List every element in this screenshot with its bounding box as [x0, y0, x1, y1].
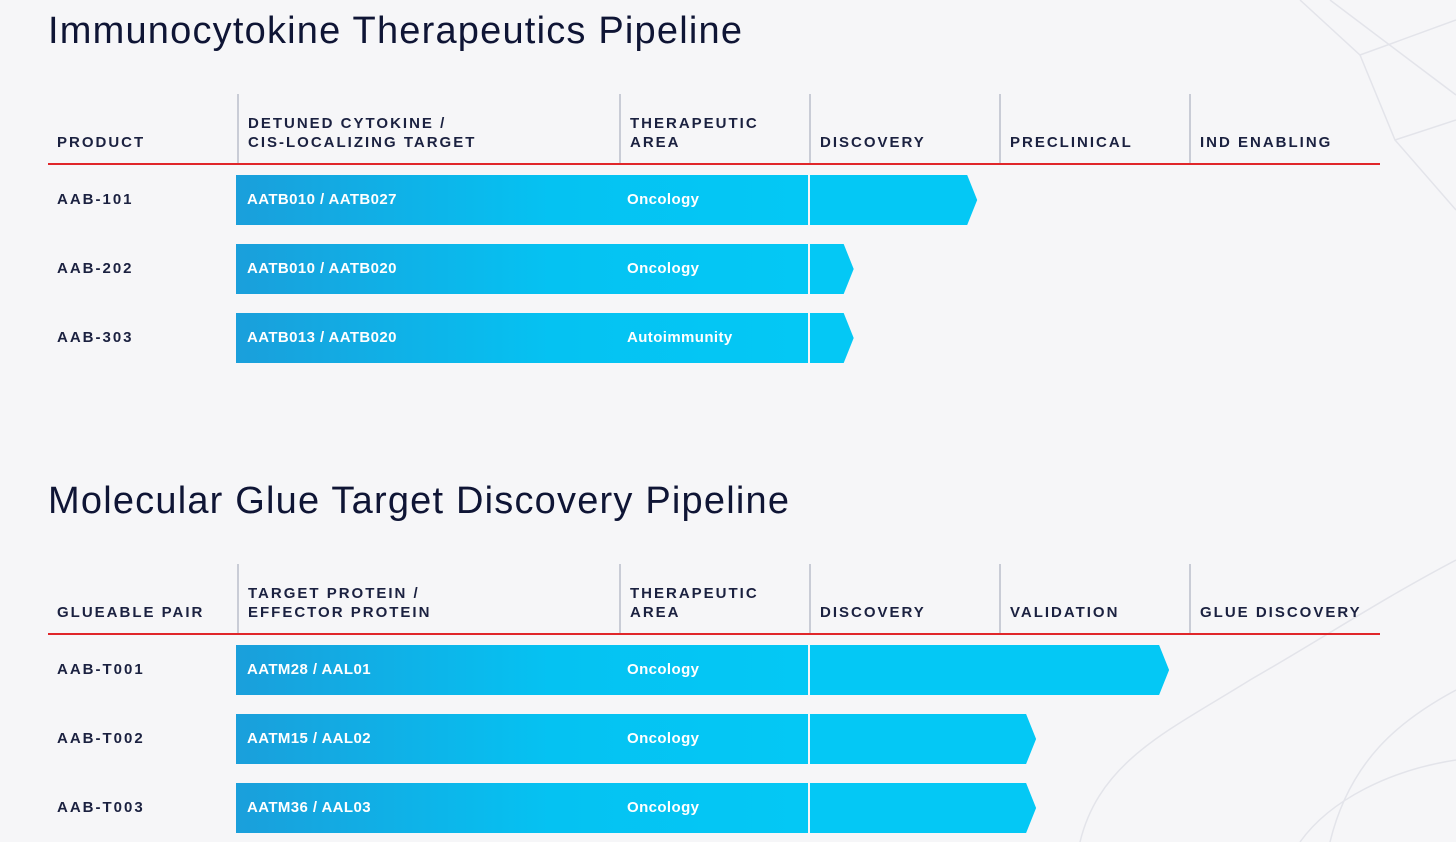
stage-progress-shape — [810, 783, 1037, 833]
column-header-ind-enabling: IND ENABLING — [1189, 94, 1379, 164]
section-title: Molecular Glue Target Discovery Pipeline — [48, 480, 791, 522]
target-label: AATM15 / AAL02 — [247, 730, 371, 747]
stage-progress-shape — [810, 244, 854, 294]
stage-progress-arrow — [810, 175, 978, 225]
product-label: AAB-T003 — [57, 799, 145, 816]
stage-progress-shape — [810, 714, 1037, 764]
therapeutic-area-label: Oncology — [627, 661, 700, 678]
stage-progress-arrow — [810, 244, 854, 294]
pipeline-row: AAB-T001 AATM28 / AAL01 Oncology — [0, 645, 1456, 695]
product-label: AAB-202 — [57, 260, 134, 277]
product-label: AAB-101 — [57, 191, 134, 208]
header-rule — [48, 633, 1380, 635]
column-header-product: PRODUCT — [57, 134, 146, 151]
program-bar: AATB013 / AATB020 Autoimmunity — [236, 313, 808, 363]
header-rule — [48, 163, 1380, 165]
pipeline-row: AAB-T003 AATM36 / AAL03 Oncology — [0, 783, 1456, 833]
program-bar: AATB010 / AATB020 Oncology — [236, 244, 808, 294]
product-label: AAB-T001 — [57, 661, 145, 678]
column-header-row: PRODUCT DETUNED CYTOKINE / CIS-LOCALIZIN… — [48, 94, 1380, 164]
column-header-glueable-pair: GLUEABLE PAIR — [57, 604, 205, 621]
target-label: AATM28 / AAL01 — [247, 661, 371, 678]
stage-progress-arrow — [810, 783, 1037, 833]
target-label: AATB013 / AATB020 — [247, 329, 397, 346]
column-header-therapeutic-area: THERAPEUTIC AREA — [619, 94, 809, 164]
column-header-therapeutic-area: THERAPEUTIC AREA — [619, 564, 809, 634]
stage-progress-arrow — [810, 313, 854, 363]
product-label: AAB-T002 — [57, 730, 145, 747]
program-bar: AATM15 / AAL02 Oncology — [236, 714, 808, 764]
column-header-target: TARGET PROTEIN / EFFECTOR PROTEIN — [237, 564, 619, 634]
column-header-target: DETUNED CYTOKINE / CIS-LOCALIZING TARGET — [237, 94, 619, 164]
stage-progress-shape — [810, 313, 854, 363]
therapeutic-area-label: Oncology — [627, 730, 700, 747]
product-label: AAB-303 — [57, 329, 134, 346]
stage-progress-shape — [810, 175, 978, 225]
pipeline-row: AAB-303 AATB013 / AATB020 Autoimmunity — [0, 313, 1456, 363]
section-title: Immunocytokine Therapeutics Pipeline — [48, 10, 744, 52]
column-header-row: GLUEABLE PAIR TARGET PROTEIN / EFFECTOR … — [48, 564, 1380, 634]
program-bar: AATB010 / AATB027 Oncology — [236, 175, 808, 225]
pipeline-row: AAB-101 AATB010 / AATB027 Oncology — [0, 175, 1456, 225]
therapeutic-area-label: Oncology — [627, 191, 700, 208]
stage-progress-shape — [810, 645, 1170, 695]
stage-progress-arrow — [810, 714, 1037, 764]
column-header-validation: VALIDATION — [999, 564, 1189, 634]
target-label: AATM36 / AAL03 — [247, 799, 371, 816]
target-label: AATB010 / AATB020 — [247, 260, 397, 277]
column-header-discovery: DISCOVERY — [809, 94, 999, 164]
therapeutic-area-label: Oncology — [627, 260, 700, 277]
column-header-preclinical: PRECLINICAL — [999, 94, 1189, 164]
therapeutic-area-label: Autoimmunity — [627, 329, 733, 346]
pipeline-row: AAB-202 AATB010 / AATB020 Oncology — [0, 244, 1456, 294]
therapeutic-area-label: Oncology — [627, 799, 700, 816]
program-bar: AATM28 / AAL01 Oncology — [236, 645, 808, 695]
pipeline-row: AAB-T002 AATM15 / AAL02 Oncology — [0, 714, 1456, 764]
column-header-glue-discovery: GLUE DISCOVERY — [1189, 564, 1379, 634]
column-header-discovery: DISCOVERY — [809, 564, 999, 634]
program-bar: AATM36 / AAL03 Oncology — [236, 783, 808, 833]
stage-progress-arrow — [810, 645, 1170, 695]
target-label: AATB010 / AATB027 — [247, 191, 397, 208]
